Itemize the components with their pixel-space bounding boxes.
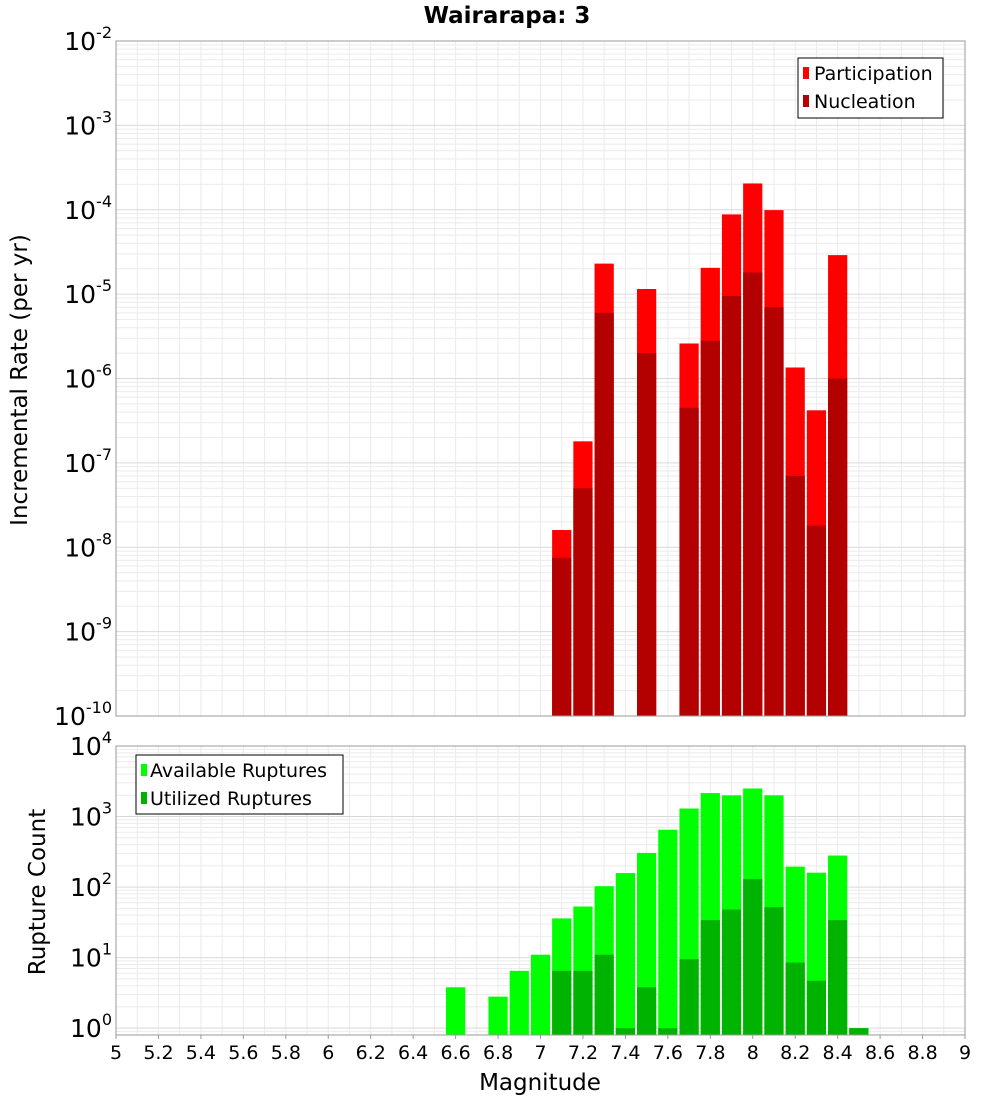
bar-utilized-ruptures (679, 959, 699, 1035)
top-plot-border (115, 40, 966, 717)
bar-nucleation (552, 557, 572, 716)
top-legend: Participation Nucleation (797, 57, 944, 119)
x-tick-label: 7.8 (695, 1042, 725, 1064)
x-axis-label: Magnitude (479, 1070, 601, 1096)
y-tick-label: 10-6 (64, 361, 112, 394)
bottom-y-axis-label: Rupture Count (25, 809, 51, 975)
top-legend-box (797, 57, 944, 119)
x-tick-label: 8 (747, 1042, 759, 1064)
legend-swatch-available-ruptures (141, 764, 147, 776)
y-tick-label: 104 (70, 728, 112, 761)
bar-utilized-ruptures (828, 920, 848, 1035)
bar-utilized-ruptures (721, 909, 742, 1035)
bar-nucleation (721, 296, 742, 716)
y-tick-label: 10-7 (64, 445, 112, 478)
x-tick-label: 8.6 (865, 1042, 895, 1064)
bar-utilized-ruptures (573, 970, 593, 1035)
bar-available-ruptures (658, 829, 678, 1035)
x-tick-label: 5.6 (228, 1042, 258, 1064)
legend-swatch-utilized-ruptures (141, 792, 147, 804)
bar-nucleation (700, 340, 720, 716)
y-tick-label: 102 (70, 869, 112, 902)
bar-utilized-ruptures (637, 987, 657, 1035)
bottom-legend-box (135, 754, 344, 815)
x-tick-label: 7.6 (653, 1042, 683, 1064)
bottom-legend: Available Ruptures Utilized Ruptures (135, 754, 344, 815)
x-tick-label: 6 (322, 1042, 334, 1064)
x-tick-label: 7.2 (568, 1042, 598, 1064)
x-tick-label: 5.8 (271, 1042, 301, 1064)
x-tick-label: 9 (959, 1042, 971, 1064)
bottom-plot-panel: 100 101 102 103 104 5 5.2 5.4 5.6 5.8 6 6.2 6.4 6.6 6… (25, 728, 971, 1096)
y-tick-label: 10-10 (54, 698, 112, 731)
x-tick-label: 7 (534, 1042, 546, 1064)
bar-nucleation (594, 312, 614, 716)
legend-label-utilized-ruptures: Utilized Ruptures (150, 788, 312, 810)
top-plot-panel: 10-10 10-9 10-8 10-7 10-6 10-5 10-4 10-3 10-2 In… (7, 23, 966, 731)
bar-utilized-ruptures (594, 954, 614, 1035)
x-tick-label: 7.4 (610, 1042, 640, 1064)
bar-utilized-ruptures (658, 1028, 678, 1035)
top-bars (552, 183, 848, 717)
x-tick-label: 6.6 (440, 1042, 470, 1064)
chart-title: Wairarapa: 3 (424, 3, 591, 29)
legend-label-nucleation: Nucleation (814, 91, 916, 113)
y-tick-label: 10-5 (64, 276, 112, 309)
bar-available-ruptures (530, 954, 551, 1035)
bar-available-ruptures (509, 970, 529, 1035)
y-tick-label: 10-4 (64, 192, 112, 225)
legend-swatch-participation (803, 67, 809, 79)
x-tick-label: 6.8 (483, 1042, 513, 1064)
x-tick-label: 5 (110, 1042, 122, 1064)
y-tick-label: 10-8 (64, 529, 112, 562)
legend-label-available-ruptures: Available Ruptures (150, 760, 327, 782)
bottom-y-tick-labels: 100 101 102 103 104 (70, 728, 112, 1043)
x-tick-labels: 5 5.2 5.4 5.6 5.8 6 6.2 6.4 6.6 6.8 7 7.2 7.4 7.6 7.8 8… (110, 1035, 971, 1064)
y-tick-label: 10-3 (64, 107, 112, 140)
x-tick-label: 8.2 (780, 1042, 810, 1064)
legend-label-participation: Participation (814, 63, 933, 85)
x-tick-label: 8.8 (907, 1042, 937, 1064)
top-y-axis-label: Incremental Rate (per yr) (7, 234, 33, 526)
bar-utilized-ruptures (785, 962, 805, 1035)
x-tick-label: 6.4 (398, 1042, 428, 1064)
bar-available-ruptures (445, 987, 466, 1035)
legend-swatch-nucleation (803, 95, 809, 107)
x-tick-label: 8.4 (823, 1042, 853, 1064)
bar-utilized-ruptures (552, 970, 572, 1035)
y-tick-label: 101 (70, 940, 112, 973)
bar-nucleation (764, 307, 784, 716)
bar-nucleation (679, 407, 699, 716)
bar-utilized-ruptures (700, 920, 720, 1035)
bottom-bars (445, 788, 869, 1035)
y-tick-label: 10-2 (64, 23, 112, 56)
bar-utilized-ruptures (743, 879, 763, 1035)
x-tick-label: 6.2 (356, 1042, 386, 1064)
bar-utilized-ruptures (764, 907, 784, 1035)
bar-nucleation (828, 378, 848, 716)
bar-available-ruptures (488, 996, 508, 1035)
bar-utilized-ruptures (806, 980, 827, 1035)
bar-nucleation (573, 488, 593, 716)
bar-nucleation (785, 475, 805, 716)
y-tick-label: 100 (70, 1010, 112, 1043)
bar-nucleation (743, 272, 763, 716)
bar-utilized-ruptures (615, 1028, 636, 1035)
bar-nucleation (806, 525, 827, 716)
top-y-tick-labels: 10-10 10-9 10-8 10-7 10-6 10-5 10-4 10-3 10-2 (54, 23, 112, 731)
bar-utilized-ruptures (849, 1028, 869, 1035)
x-tick-label: 5.2 (143, 1042, 173, 1064)
x-tick-label: 5.4 (186, 1042, 216, 1064)
y-tick-label: 103 (70, 799, 112, 832)
bar-nucleation (637, 353, 657, 716)
y-tick-label: 10-9 (64, 614, 112, 647)
bar-available-ruptures (615, 873, 636, 1035)
